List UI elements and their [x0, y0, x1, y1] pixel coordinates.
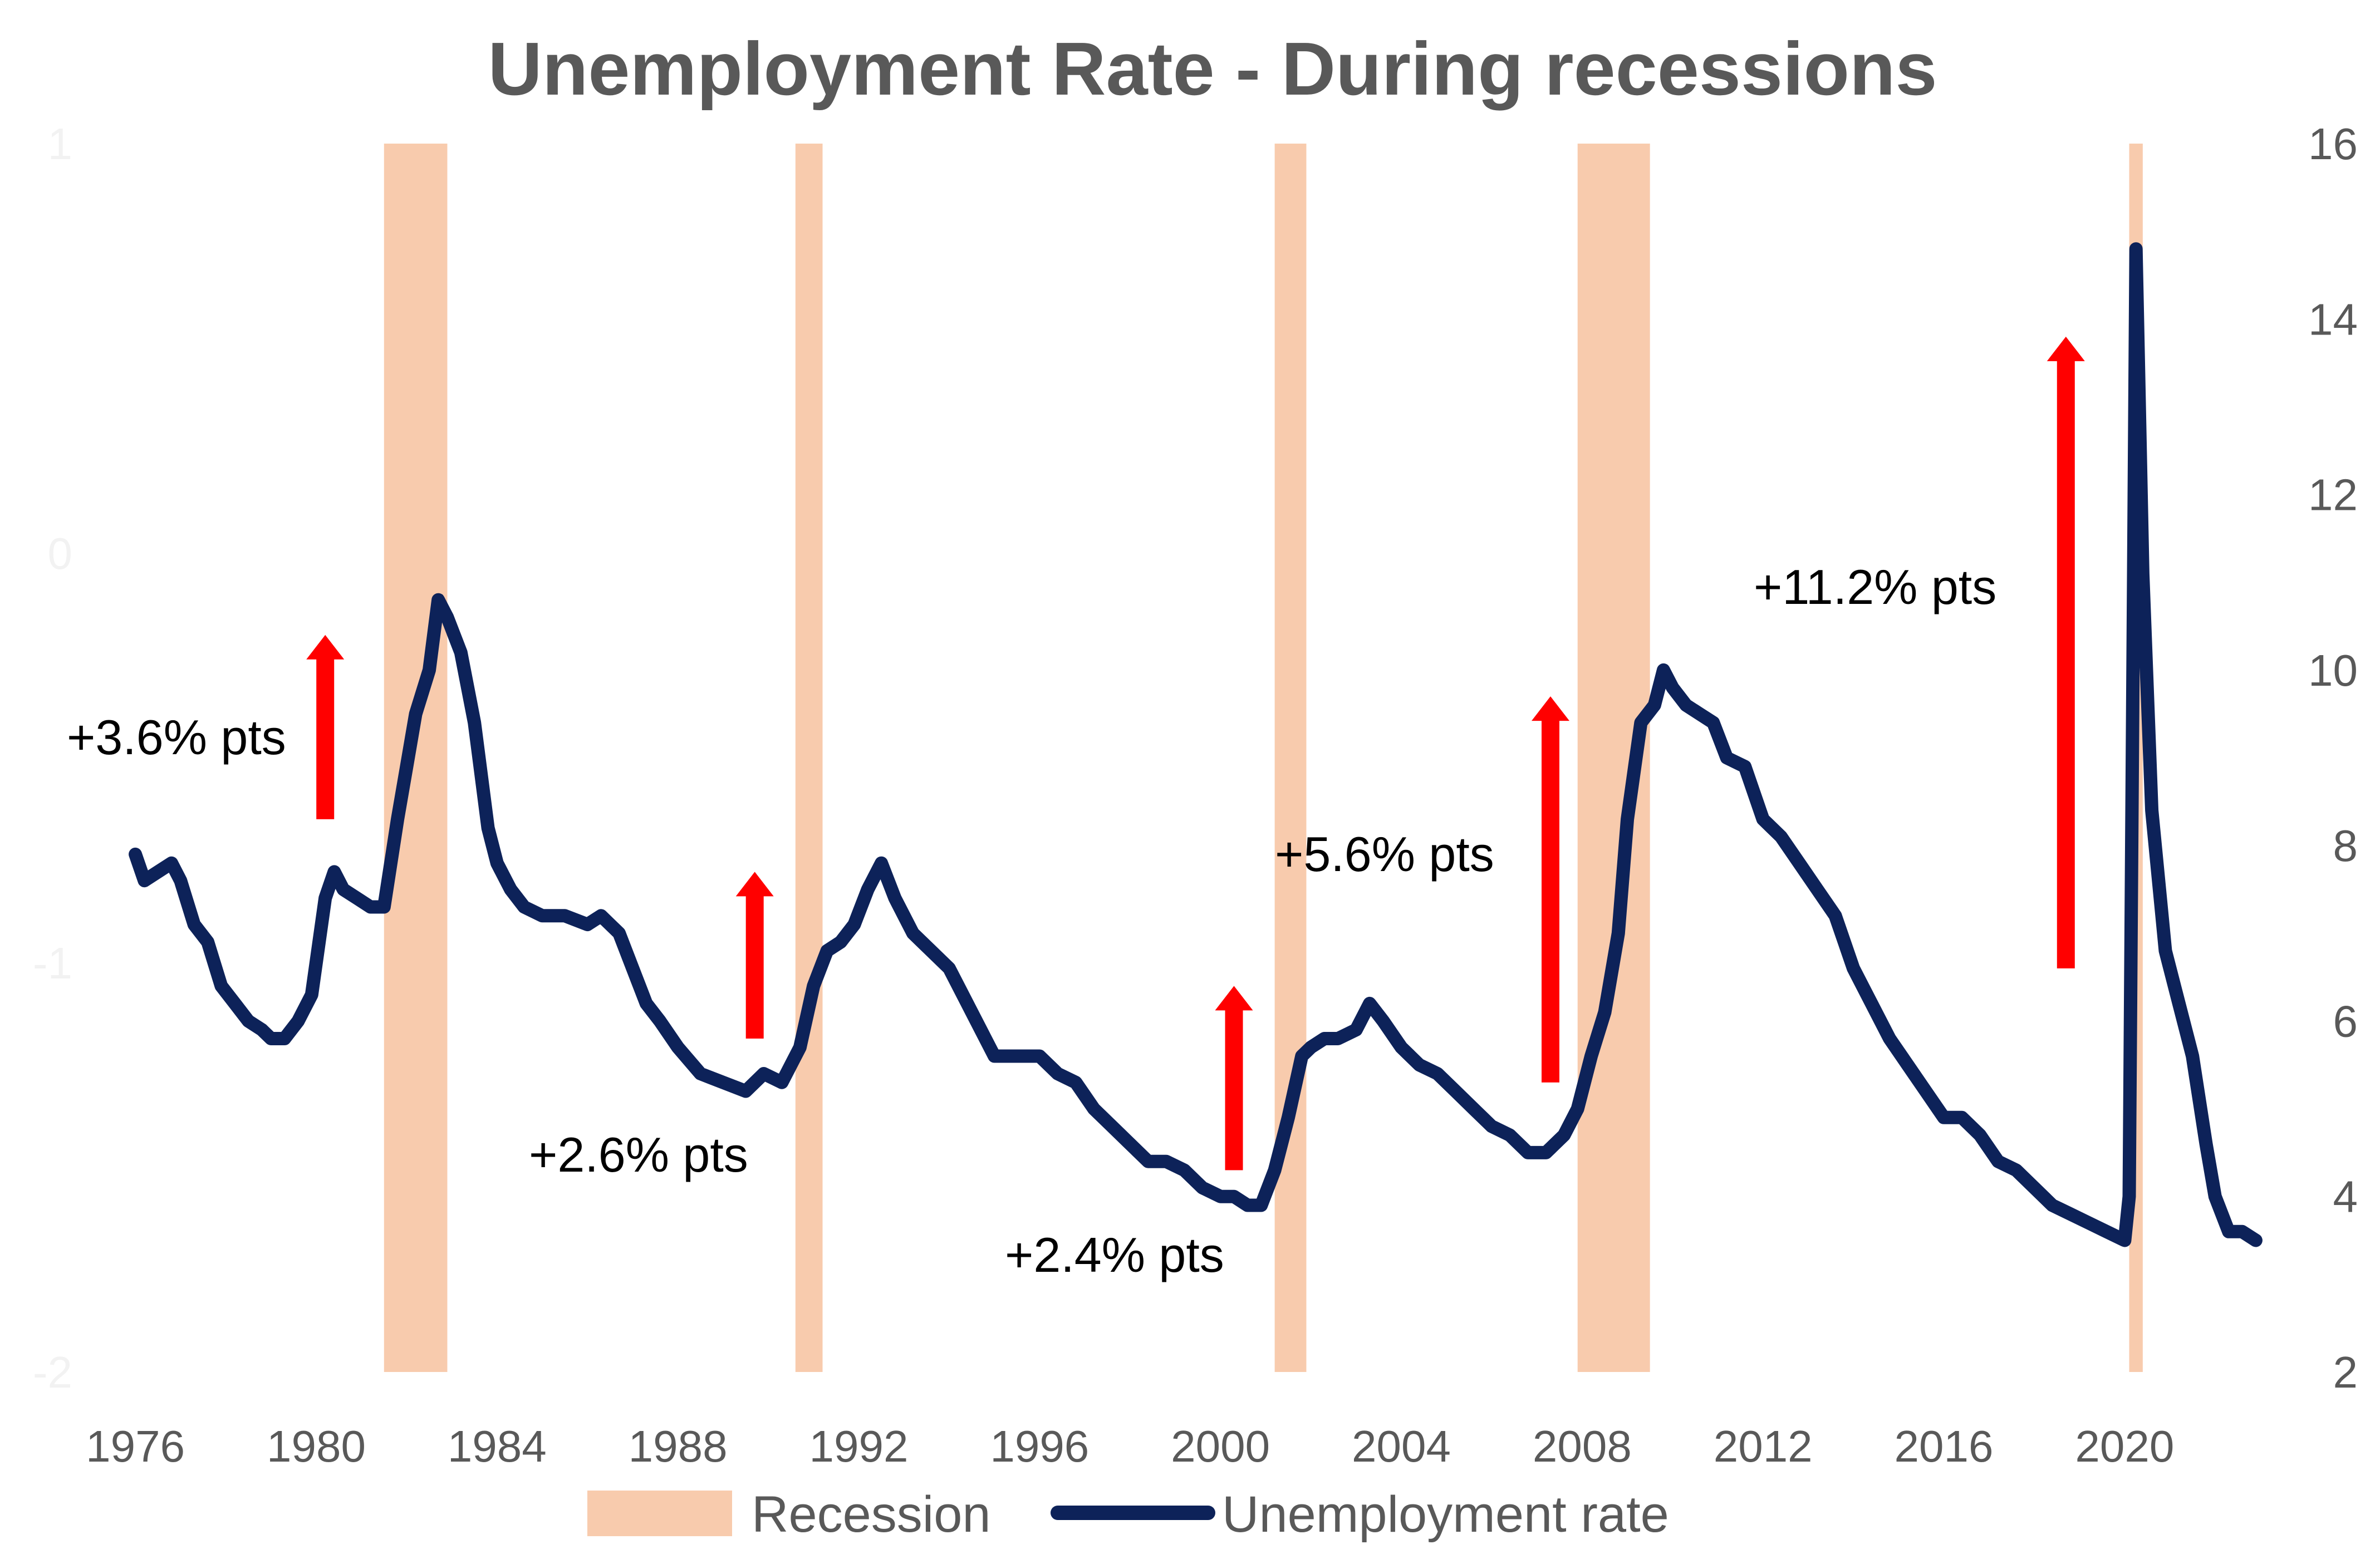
- y-axis-right-ticks: 2 4 6 8 10 12 14 16: [2308, 119, 2358, 1397]
- x-tick-2012: 2012: [1714, 1422, 1813, 1471]
- x-tick-2000: 2000: [1171, 1422, 1270, 1471]
- annotation-arrow-3: [1215, 986, 1253, 1171]
- annotation-labels: +3.6% pts +2.6% pts +2.4% pts +5.6% pts +11.…: [67, 559, 1996, 1282]
- legend-label-unemployment-rate: Unemployment rate: [1222, 1486, 1669, 1543]
- recession-band-1: [384, 144, 448, 1372]
- x-tick-1992: 1992: [809, 1422, 908, 1471]
- y-tick-12: 12: [2308, 470, 2358, 520]
- y-tick-14: 14: [2308, 294, 2358, 344]
- annotation-label-4: +5.6% pts: [1275, 827, 1494, 882]
- recession-band-3: [1274, 144, 1307, 1372]
- left-tick-1: 0: [48, 529, 73, 578]
- x-axis-ticks: 1976 1980 1984 1988 1992 1996 2000 2004 2008 2012…: [86, 1422, 2174, 1471]
- x-tick-1976: 1976: [86, 1422, 185, 1471]
- x-tick-1980: 1980: [267, 1422, 366, 1471]
- unemployment-line-layer: [129, 242, 2263, 1247]
- annotation-arrows: [306, 336, 2085, 1171]
- x-tick-2020: 2020: [2075, 1422, 2174, 1471]
- annotation-arrow-2: [735, 872, 774, 1039]
- annotation-label-3: +2.4% pts: [1005, 1227, 1224, 1282]
- unemployment-rate-line: [129, 242, 2263, 1247]
- x-tick-1996: 1996: [990, 1422, 1089, 1471]
- chart-title: Unemployment Rate - During recessions: [488, 27, 1937, 111]
- legend: Recession Unemployment rate: [587, 1486, 1669, 1543]
- y-tick-4: 4: [2333, 1172, 2358, 1222]
- legend-label-recession: Recession: [752, 1486, 991, 1543]
- annotation-label-2: +2.6% pts: [529, 1127, 748, 1182]
- y-tick-8: 8: [2333, 821, 2358, 871]
- annotation-arrow-4: [1532, 696, 1569, 1083]
- annotation-arrow-1: [306, 635, 345, 819]
- y-tick-16: 16: [2308, 119, 2358, 169]
- x-tick-1984: 1984: [448, 1422, 547, 1471]
- y-axis-left-ticks: 1 0 -1 -2: [33, 119, 72, 1397]
- legend-swatch-recession: [587, 1491, 732, 1536]
- x-tick-1988: 1988: [629, 1422, 728, 1471]
- y-tick-2: 2: [2333, 1347, 2358, 1397]
- left-tick-3: -2: [33, 1347, 72, 1397]
- annotation-label-1: +3.6% pts: [67, 710, 286, 765]
- left-tick-2: -1: [33, 938, 72, 988]
- x-tick-2008: 2008: [1533, 1422, 1632, 1471]
- x-tick-2016: 2016: [1895, 1422, 1994, 1471]
- left-tick-0: 1: [48, 119, 73, 169]
- annotation-arrow-5: [2047, 336, 2085, 968]
- y-tick-6: 6: [2333, 996, 2358, 1046]
- y-tick-10: 10: [2308, 646, 2358, 695]
- recession-band-2: [795, 144, 823, 1372]
- annotation-label-5: +11.2% pts: [1754, 559, 1996, 614]
- x-tick-2004: 2004: [1352, 1422, 1451, 1471]
